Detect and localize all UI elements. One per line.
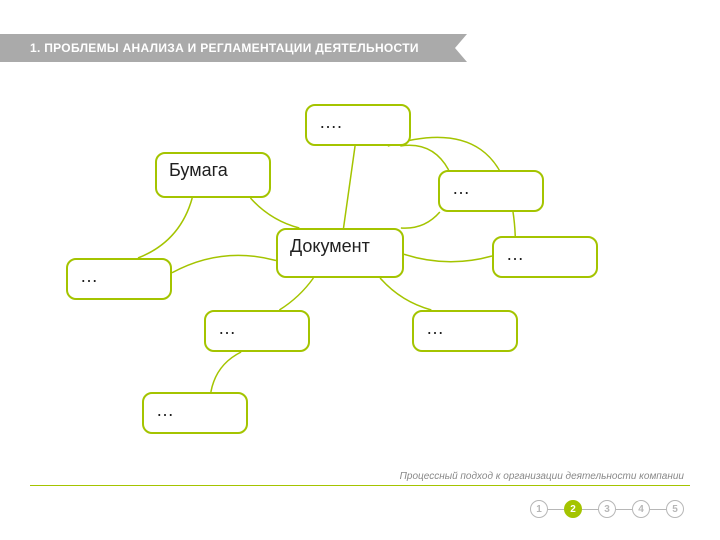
pager-step-label: 1 <box>536 504 542 515</box>
diagram-edge <box>380 278 431 310</box>
diagram-node-label: … <box>506 244 524 264</box>
diagram-node-label: … <box>218 318 236 338</box>
diagram-edge <box>344 146 356 228</box>
diagram-node-document: Документ <box>276 228 404 278</box>
pager-connector <box>616 509 632 510</box>
pager-connector <box>650 509 666 510</box>
footer-divider <box>30 485 690 486</box>
pager: 1 2 3 4 5 <box>530 500 684 518</box>
diagram-edge <box>211 352 241 392</box>
footer-caption: Процессный подход к организации деятельн… <box>400 471 684 482</box>
pager-connector <box>548 509 564 510</box>
diagram-edge <box>401 212 440 228</box>
diagram-node-right1: … <box>438 170 544 212</box>
diagram-node-label: …. <box>319 112 342 132</box>
pager-step-label: 3 <box>604 504 610 515</box>
pager-step-2[interactable]: 2 <box>564 500 582 518</box>
slide: { "header": { "title": "1. ПРОБЛЕМЫ АНАЛ… <box>0 0 720 540</box>
diagram-node-label: Бумага <box>169 160 228 180</box>
section-title: 1. ПРОБЛЕМЫ АНАЛИЗА И РЕГЛАМЕНТАЦИИ ДЕЯТ… <box>0 34 437 62</box>
pager-step-4[interactable]: 4 <box>632 500 650 518</box>
diagram-node-top: …. <box>305 104 411 146</box>
diagram-node-paper: Бумага <box>155 152 271 198</box>
diagram-node-label: … <box>426 318 444 338</box>
pager-connector <box>582 509 598 510</box>
diagram-edge <box>279 278 313 310</box>
diagram-node-left: … <box>66 258 172 300</box>
diagram-node-label: … <box>80 266 98 286</box>
pager-step-3[interactable]: 3 <box>598 500 616 518</box>
diagram-node-label: … <box>452 178 470 198</box>
diagram-node-label: … <box>156 400 174 420</box>
diagram-edge <box>138 198 192 258</box>
diagram-node-mid2: … <box>412 310 518 352</box>
pager-step-label: 5 <box>672 504 678 515</box>
pager-step-label: 2 <box>570 504 576 515</box>
pager-step-5[interactable]: 5 <box>666 500 684 518</box>
diagram-edge <box>172 255 276 272</box>
diagram-edge <box>404 254 492 261</box>
pager-step-label: 4 <box>638 504 644 515</box>
diagram-node-bottom: … <box>142 392 248 434</box>
diagram-node-right2: … <box>492 236 598 278</box>
diagram-node-mid1: … <box>204 310 310 352</box>
diagram-node-label: Документ <box>290 236 370 256</box>
section-header: 1. ПРОБЛЕМЫ АНАЛИЗА И РЕГЛАМЕНТАЦИИ ДЕЯТ… <box>0 34 477 62</box>
diagram-edge <box>250 198 299 228</box>
header-ribbon-tail <box>437 34 477 62</box>
pager-step-1[interactable]: 1 <box>530 500 548 518</box>
diagram-edge <box>400 145 448 170</box>
